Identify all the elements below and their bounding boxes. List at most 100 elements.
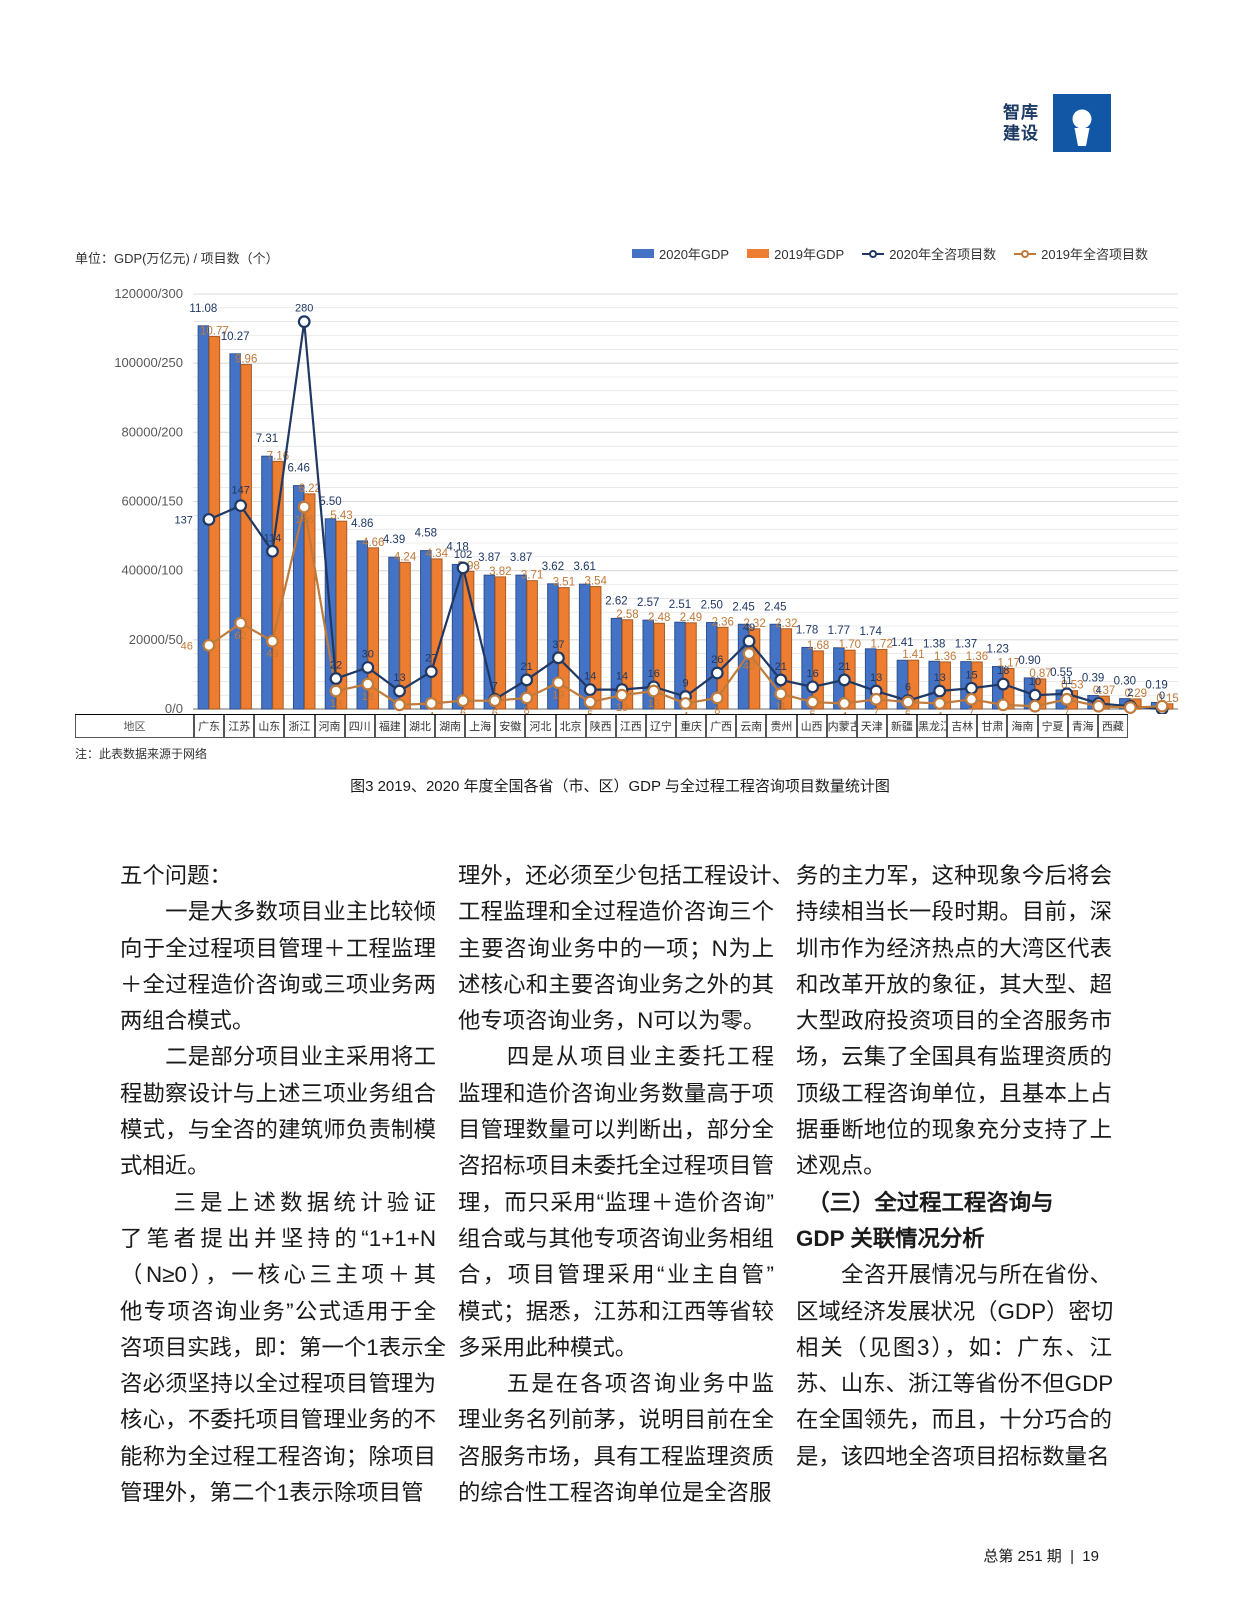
svg-text:2.45: 2.45 xyxy=(732,601,754,613)
svg-text:16: 16 xyxy=(648,668,660,680)
svg-text:4: 4 xyxy=(841,710,847,714)
svg-text:1.72: 1.72 xyxy=(870,639,892,651)
svg-text:2.49: 2.49 xyxy=(680,612,702,624)
svg-text:6: 6 xyxy=(905,682,911,694)
svg-text:10.27: 10.27 xyxy=(221,331,250,343)
svg-text:4.66: 4.66 xyxy=(362,537,384,549)
svg-text:46: 46 xyxy=(181,640,193,652)
svg-text:4: 4 xyxy=(1095,684,1101,696)
svg-text:5.43: 5.43 xyxy=(330,510,352,522)
svg-text:49: 49 xyxy=(743,622,755,634)
svg-text:40: 40 xyxy=(743,661,755,673)
svg-text:6: 6 xyxy=(460,708,466,714)
svg-text:1.38: 1.38 xyxy=(923,638,945,650)
svg-text:3.87: 3.87 xyxy=(478,552,500,564)
svg-text:2.36: 2.36 xyxy=(712,616,734,628)
svg-text:14: 14 xyxy=(584,671,596,683)
svg-text:2.58: 2.58 xyxy=(616,609,638,621)
svg-text:2: 2 xyxy=(1159,713,1165,714)
svg-text:0/0: 0/0 xyxy=(165,701,183,714)
svg-text:13: 13 xyxy=(330,698,342,710)
svg-text:2.32: 2.32 xyxy=(775,618,797,630)
svg-text:280: 280 xyxy=(295,303,313,315)
svg-text:18: 18 xyxy=(997,665,1009,677)
svg-text:13: 13 xyxy=(934,672,946,684)
svg-text:9: 9 xyxy=(682,678,688,690)
svg-text:1.74: 1.74 xyxy=(859,626,882,638)
svg-text:13: 13 xyxy=(870,672,882,684)
svg-text:4: 4 xyxy=(682,710,688,714)
svg-text:2: 2 xyxy=(1032,713,1038,714)
svg-text:7: 7 xyxy=(873,706,879,714)
svg-text:3.51: 3.51 xyxy=(553,577,575,589)
svg-text:1.37: 1.37 xyxy=(955,639,977,651)
svg-text:18: 18 xyxy=(362,691,374,703)
svg-text:7.31: 7.31 xyxy=(256,433,278,445)
svg-text:80000/200: 80000/200 xyxy=(122,424,183,439)
svg-text:1.41: 1.41 xyxy=(902,649,924,661)
svg-text:4.58: 4.58 xyxy=(415,528,437,540)
svg-text:4.24: 4.24 xyxy=(394,551,417,563)
svg-text:2.50: 2.50 xyxy=(701,600,723,612)
svg-text:4: 4 xyxy=(937,710,943,714)
svg-text:4.34: 4.34 xyxy=(426,548,449,560)
svg-text:3.61: 3.61 xyxy=(573,561,595,573)
svg-text:15: 15 xyxy=(965,669,977,681)
svg-text:60000/150: 60000/150 xyxy=(122,494,183,509)
svg-text:11: 11 xyxy=(1061,675,1072,687)
svg-text:0.90: 0.90 xyxy=(1018,655,1040,667)
svg-text:1.77: 1.77 xyxy=(828,625,850,637)
svg-text:120000/300: 120000/300 xyxy=(114,286,183,301)
svg-text:102: 102 xyxy=(454,549,472,561)
svg-text:3.54: 3.54 xyxy=(584,576,607,588)
svg-text:1.68: 1.68 xyxy=(807,640,829,652)
svg-text:3.62: 3.62 xyxy=(542,561,564,573)
svg-text:19: 19 xyxy=(552,690,564,702)
svg-text:1.36: 1.36 xyxy=(966,651,988,663)
svg-text:4: 4 xyxy=(428,710,434,714)
svg-text:1.23: 1.23 xyxy=(987,643,1009,655)
svg-text:1.41: 1.41 xyxy=(891,637,913,649)
svg-text:49: 49 xyxy=(266,648,278,660)
svg-text:6.46: 6.46 xyxy=(288,463,310,475)
svg-text:10: 10 xyxy=(616,702,628,714)
svg-text:10: 10 xyxy=(1029,676,1041,688)
svg-text:6.22: 6.22 xyxy=(299,483,321,495)
svg-text:5.50: 5.50 xyxy=(319,496,341,508)
svg-text:8: 8 xyxy=(714,705,720,714)
svg-text:3.87: 3.87 xyxy=(510,552,532,564)
svg-text:1.36: 1.36 xyxy=(934,651,956,663)
svg-text:0.39: 0.39 xyxy=(1082,673,1104,685)
svg-text:11: 11 xyxy=(775,701,786,713)
svg-text:11.08: 11.08 xyxy=(189,303,217,315)
svg-text:22: 22 xyxy=(330,660,342,672)
svg-text:20000/50: 20000/50 xyxy=(129,632,183,647)
svg-text:7: 7 xyxy=(492,680,498,692)
svg-text:7: 7 xyxy=(968,706,974,714)
svg-text:7: 7 xyxy=(1064,706,1070,714)
svg-text:16: 16 xyxy=(806,668,818,680)
svg-text:62: 62 xyxy=(235,630,247,642)
svg-text:4.39: 4.39 xyxy=(383,534,405,546)
svg-text:13: 13 xyxy=(393,672,405,684)
svg-text:3.82: 3.82 xyxy=(489,566,511,578)
svg-text:2.48: 2.48 xyxy=(648,612,670,624)
svg-text:5: 5 xyxy=(905,709,911,714)
svg-text:6: 6 xyxy=(492,708,498,714)
svg-text:37: 37 xyxy=(552,639,564,651)
svg-text:5: 5 xyxy=(810,709,816,714)
svg-text:137: 137 xyxy=(175,514,193,526)
svg-text:3: 3 xyxy=(396,712,402,714)
svg-text:8: 8 xyxy=(524,705,530,714)
svg-text:1.70: 1.70 xyxy=(839,639,861,651)
svg-text:2.57: 2.57 xyxy=(637,597,659,609)
svg-text:4.86: 4.86 xyxy=(351,518,373,530)
svg-text:3.71: 3.71 xyxy=(521,570,543,582)
svg-text:21: 21 xyxy=(775,661,787,673)
svg-text:13: 13 xyxy=(648,698,660,710)
svg-text:2.51: 2.51 xyxy=(669,599,691,611)
svg-text:100000/250: 100000/250 xyxy=(114,355,183,370)
svg-text:40000/100: 40000/100 xyxy=(122,563,183,578)
svg-text:2: 2 xyxy=(1127,687,1133,699)
svg-text:30: 30 xyxy=(362,649,374,661)
